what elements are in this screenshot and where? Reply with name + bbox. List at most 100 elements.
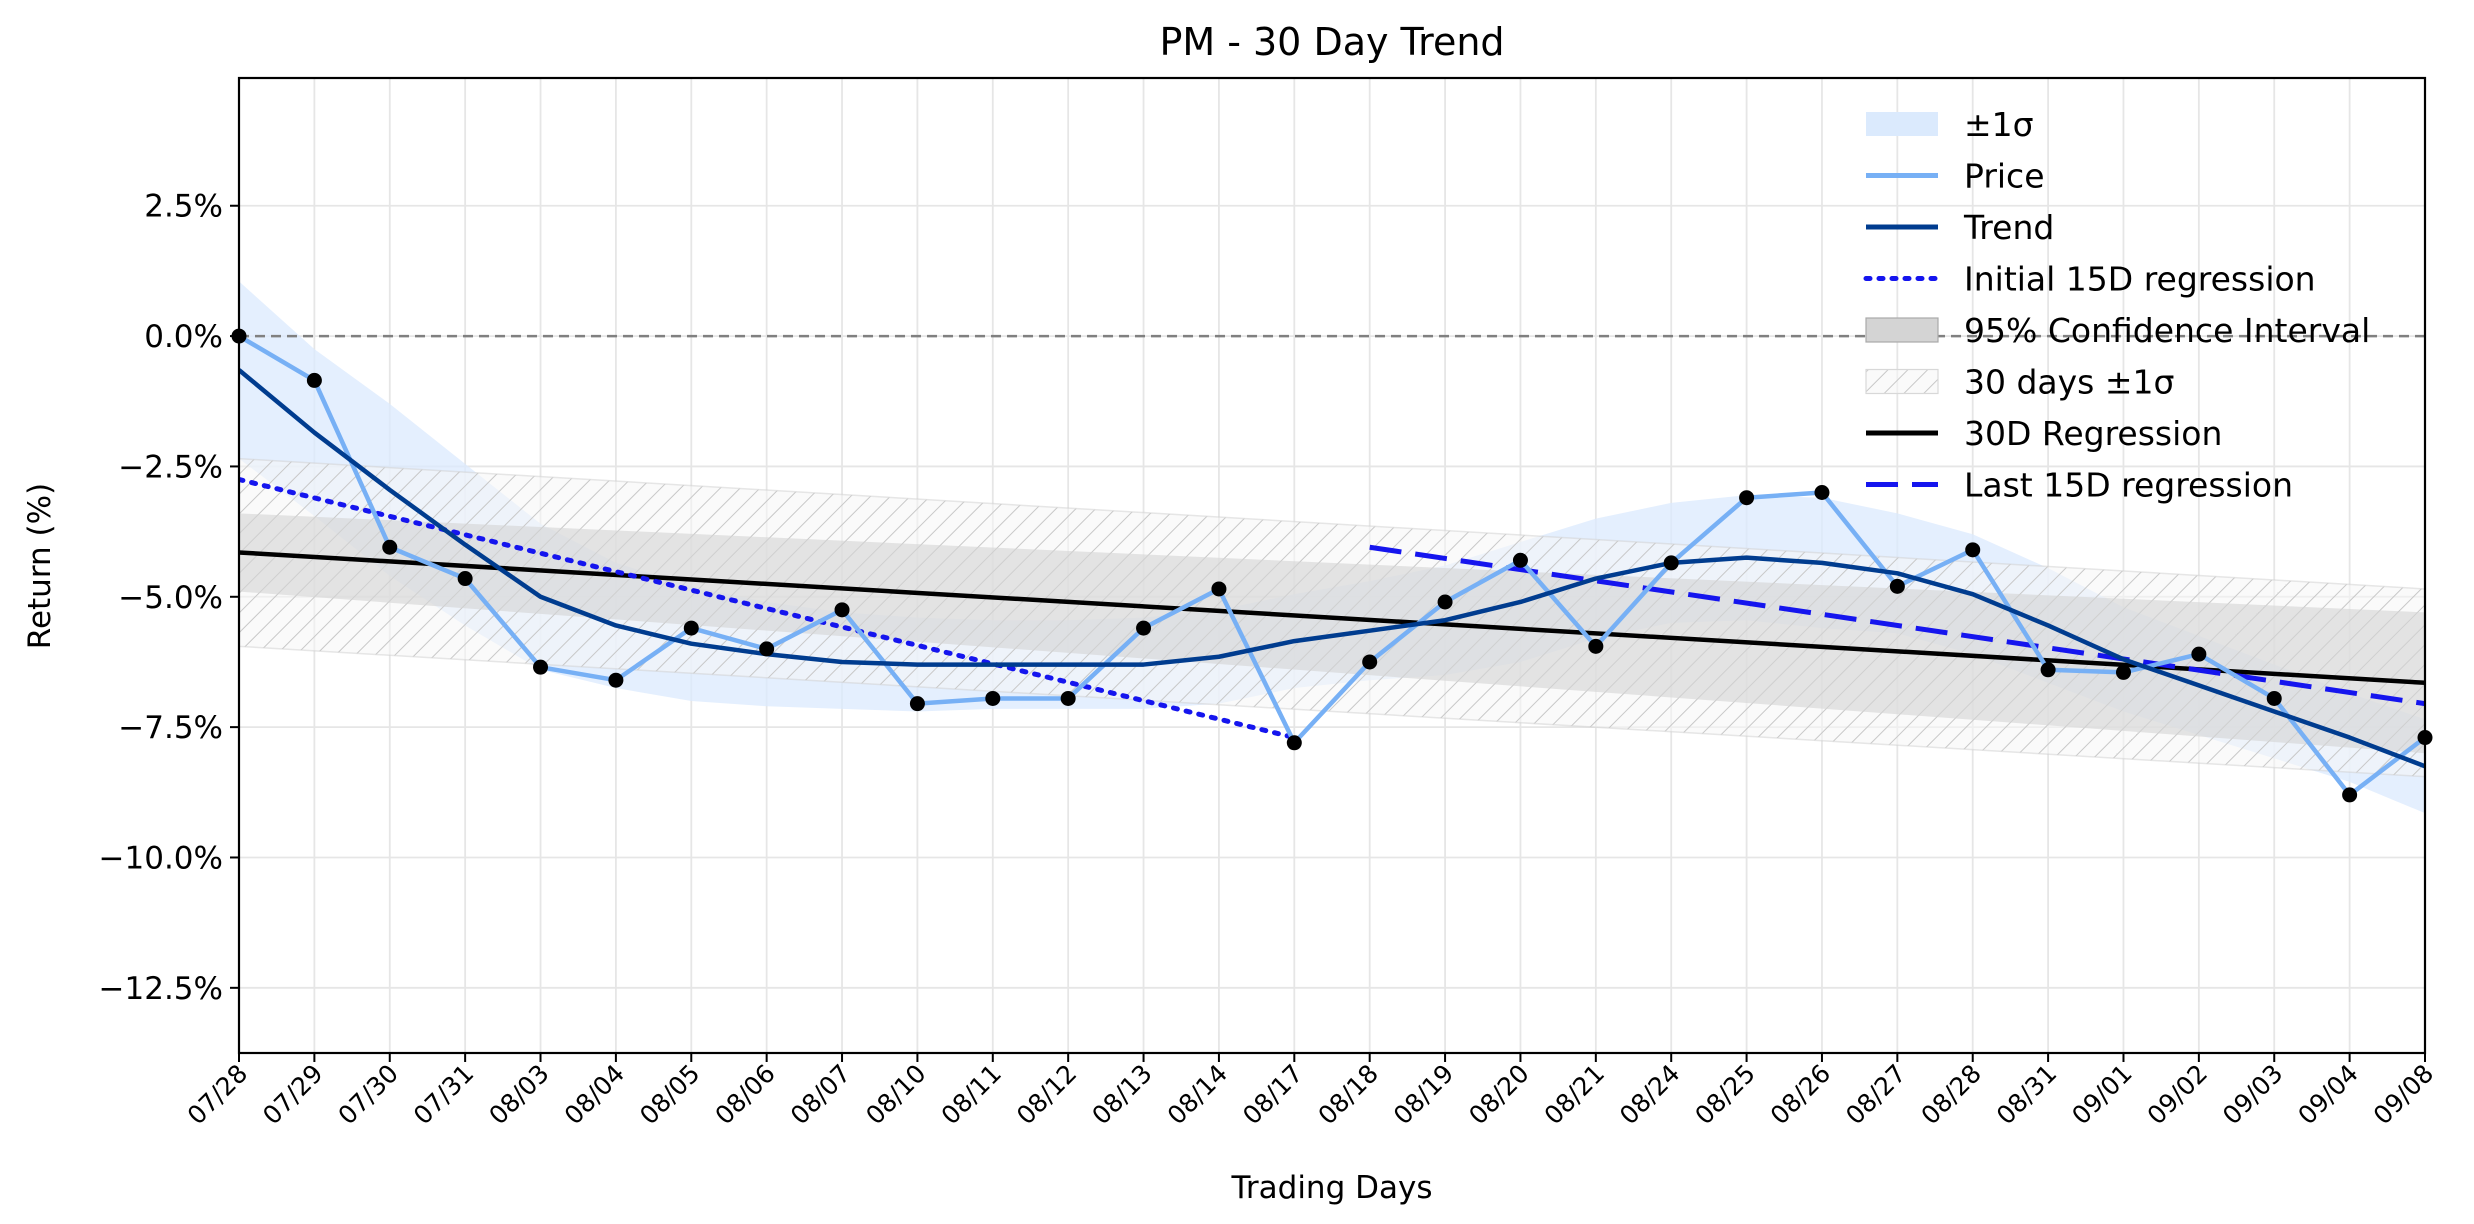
price-point [2040,662,2056,678]
y-tick-label: 2.5% [144,189,223,225]
x-tick-label: 08/17 [1237,1059,1308,1130]
price-point [1512,552,1528,568]
legend-label: 30D Regression [1964,414,2222,453]
confidence-interval-band [239,513,2425,754]
x-tick-label: 09/04 [2292,1059,2363,1130]
x-axis-label: Trading Days [1231,1170,1433,1206]
chart-title: PM - 30 Day Trend [1159,20,1504,64]
price-point [608,672,624,688]
x-tick-label: 07/28 [182,1059,253,1130]
price-point [2342,787,2358,803]
price-line [239,334,2425,798]
y-tick-label: −7.5% [118,710,223,746]
x-tick-label: 08/12 [1011,1059,1082,1130]
x-tick-label: 08/19 [1388,1059,1459,1130]
legend-label: Price [1964,157,2045,196]
price-point [533,659,549,675]
price-point [1965,542,1981,558]
legend-item: Price [1866,157,2045,196]
x-tick-label: 09/02 [2142,1059,2213,1130]
initial-15d-regression-line [239,476,1297,741]
legend-swatch [1865,317,1939,343]
y-tick-label: −10.0% [99,840,223,876]
price-point [1060,690,1076,706]
bands [239,281,2425,814]
legend-swatch [1866,112,1938,136]
y-axis-label: Return (%) [22,483,58,649]
legend-label: 95% Confidence Interval [1964,311,2370,350]
trend-line [239,368,2425,769]
x-tick-label: 08/31 [1991,1059,2062,1130]
price-point [2115,664,2131,680]
price-point [1663,555,1679,571]
x-tick-label: 08/25 [1689,1059,1760,1130]
sigma-band [239,281,2425,814]
price-point [1437,594,1453,610]
price-point [1739,490,1755,506]
price-point [985,690,1001,706]
legend-label: Last 15D regression [1964,466,2293,505]
last-15d-regression-line [1369,544,2425,707]
x-tick-label: 07/29 [257,1059,328,1130]
x-tick-label: 08/26 [1765,1059,1836,1130]
y-tick-label: −5.0% [118,580,223,616]
price-point [1211,581,1227,597]
regression-30d-line [239,550,2425,686]
legend-label: Trend [1963,208,2054,247]
price-point [683,620,699,636]
price-point [2191,646,2207,662]
x-tick-label: 08/20 [1463,1059,1534,1130]
legend-item: Trend [1866,208,2054,247]
x-tick-label: 08/03 [483,1059,554,1130]
legend-label: Initial 15D regression [1964,260,2316,299]
x-tick-label: 08/24 [1614,1059,1685,1130]
price-point [457,571,473,587]
price-point [1814,485,1830,501]
price-point [759,641,775,657]
x-tick-label: 08/28 [1916,1059,1987,1130]
price-point [909,696,925,712]
plot-frame [237,76,2427,1055]
legend-item: 30D Regression [1866,414,2222,453]
x-tick-label: 07/31 [408,1059,479,1130]
x-tick-label: 08/18 [1312,1059,1383,1130]
y-tick-label: −12.5% [99,971,223,1007]
legend-item: Initial 15D regression [1863,260,2316,299]
y-tick-label: −2.5% [118,449,223,485]
price-markers [231,328,2433,803]
legend-swatch [1865,368,1939,395]
x-tick-label: 09/03 [2217,1059,2288,1130]
legend-item: 30 days ±1σ [1865,363,2174,402]
x-tick-label: 08/21 [1539,1059,1610,1130]
legend-label: ±1σ [1964,105,2034,144]
price-point [834,602,850,618]
y-axis: −12.5% −10.0% −7.5% −5.0% −2.5% 0.0% 2.5% [99,189,239,1007]
price-point [1588,638,1604,654]
price-point [1362,654,1378,670]
price-point [1889,578,1905,594]
legend-item: ±1σ [1866,105,2034,144]
y-tick-label: 0.0% [144,319,223,355]
x-tick-label: 08/11 [936,1059,1007,1130]
x-tick-label: 08/04 [559,1059,630,1130]
price-point [1136,620,1152,636]
legend-item: Last 15D regression [1866,466,2293,505]
legend-label: 30 days ±1σ [1964,363,2174,402]
x-tick-label: 08/05 [634,1059,705,1130]
x-tick-label: 08/27 [1840,1059,1911,1130]
x-tick-label: 08/13 [1086,1059,1157,1130]
legend: ±1σ Price Trend Initial 15D regression 95% C… [1863,105,2370,505]
x-tick-label: 09/01 [2066,1059,2137,1130]
price-point [2266,690,2282,706]
x-tick-label: 08/10 [860,1059,931,1130]
price-point [382,539,398,555]
x-tick-label: 08/06 [709,1059,780,1130]
x-tick-label: 09/08 [2368,1059,2439,1130]
price-point [1286,735,1302,751]
x-tick-label: 08/07 [785,1059,856,1130]
x-axis: 07/28 07/29 07/30 07/31 08/03 08/04 08/05 08/06… [182,1053,2439,1130]
x-tick-label: 07/30 [333,1059,404,1130]
legend-item: 95% Confidence Interval [1865,311,2370,350]
price-point [306,372,322,388]
